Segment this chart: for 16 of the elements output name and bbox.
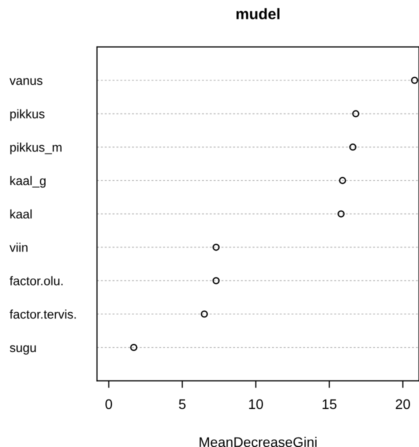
y-tick-label: pikkus_m xyxy=(10,142,62,154)
y-tick-label: factor.tervis. xyxy=(10,310,76,319)
x-tick-label: 0 xyxy=(105,399,112,410)
y-tick-label: viin xyxy=(10,242,28,252)
x-tick-label: 15 xyxy=(322,399,336,410)
y-tick-label: kaal_g xyxy=(10,176,46,188)
x-tick-label: 5 xyxy=(178,399,186,410)
y-tick-label: pikkus xyxy=(10,109,44,121)
y-tick-label: kaal xyxy=(10,209,32,219)
x-tick-label: 10 xyxy=(249,399,263,410)
x-tick-label: 20 xyxy=(396,399,410,410)
y-tick-label: factor.olu. xyxy=(10,276,63,286)
y-tick-label: vanus xyxy=(10,78,42,85)
y-tick-label: sugu xyxy=(10,345,36,355)
chart-title: mudel xyxy=(236,8,280,20)
x-axis-title: MeanDecreaseGini xyxy=(200,436,317,447)
